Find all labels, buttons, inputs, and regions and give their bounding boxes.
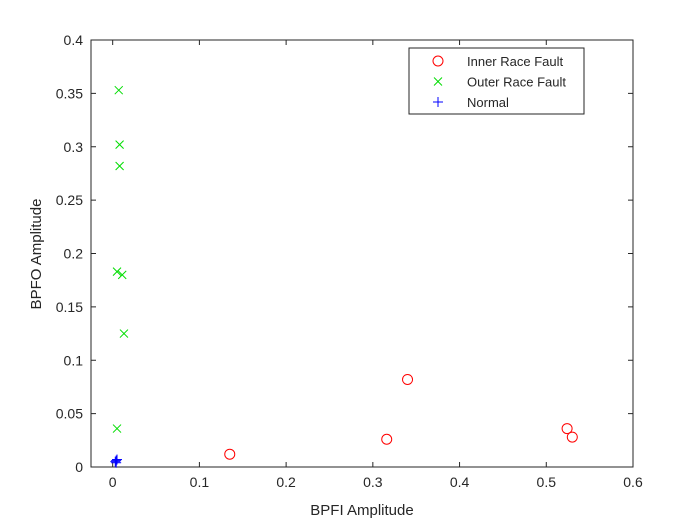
data-point [114,85,124,95]
legend: Inner Race Fault Outer Race Fault Normal [408,47,585,115]
x-marker-stroke [115,140,124,149]
series-1 [112,85,129,433]
data-point [111,457,122,468]
data-point [566,431,578,443]
data-point [117,270,127,280]
x-tick-label: 0.3 [363,474,383,490]
x-tick-label: 0.6 [623,474,643,490]
x-marker-stroke [115,161,124,171]
series-2 [110,454,123,468]
data-point [112,267,122,277]
data-point [224,448,236,460]
y-tick-label: 0.3 [64,139,84,155]
legend-marker [432,55,444,67]
data-point [119,329,129,338]
x-marker-stroke [112,424,122,433]
data-point [381,433,393,445]
x-tick-label: 0 [109,474,117,490]
x-marker-stroke [119,329,129,338]
y-tick-label: 0.15 [56,299,83,315]
x-marker-stroke [114,85,124,95]
legend-item: Normal [433,95,509,110]
y-tick-label: 0.35 [56,85,83,101]
legend-marker [433,77,443,86]
y-tick-label: 0.2 [64,246,84,262]
data-point [402,373,414,385]
x-axis-label: BPFI Amplitude [310,502,413,519]
x-marker-stroke [117,270,127,280]
x-tick-label: 0.1 [190,474,210,490]
x-marker-stroke [433,77,443,86]
data-point [112,424,122,433]
y-tick-label: 0 [75,459,83,475]
legend-label: Outer Race Fault [467,75,566,90]
data-point [115,161,124,171]
y-tick-label: 0.1 [64,352,84,368]
x-tick-label: 0.2 [276,474,296,490]
x-tick-label: 0.4 [450,474,470,490]
legend-label: Normal [467,95,509,110]
data-point [561,423,573,435]
legend-label: Inner Race Fault [467,54,563,69]
y-tick-label: 0.05 [56,406,83,422]
legend-item: Inner Race Fault [432,54,563,69]
data-point [110,456,121,467]
series-0 [224,373,578,460]
legend-marker [433,97,443,107]
y-tick-label: 0.4 [64,32,84,48]
legend-item: Outer Race Fault [433,75,566,90]
y-tick-label: 0.25 [56,192,83,208]
x-marker-stroke [112,267,122,277]
y-axis-label: BPFO Amplitude [28,199,45,310]
data-point [115,140,124,149]
x-tick-label: 0.5 [537,474,557,490]
